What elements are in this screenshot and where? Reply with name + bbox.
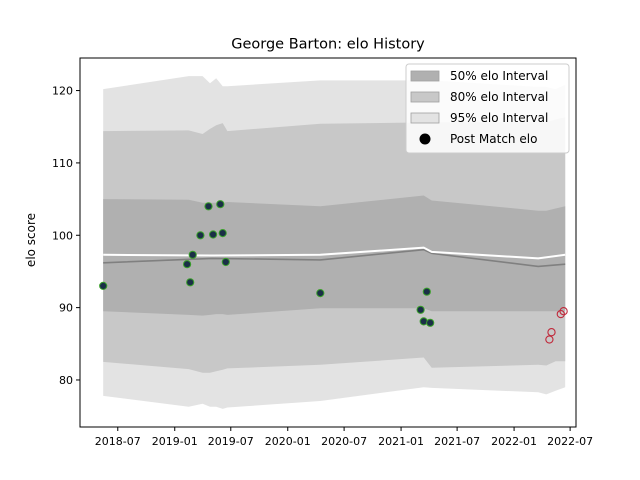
- data-point: [316, 289, 325, 298]
- future-data-point: [556, 309, 565, 319]
- data-point: [209, 230, 218, 239]
- legend-swatch: [410, 112, 440, 124]
- y-tick-label: 80: [59, 374, 73, 387]
- data-point: [99, 281, 108, 290]
- median-line: [103, 246, 566, 260]
- future-data-point: [559, 307, 568, 316]
- mean-line: [103, 248, 566, 268]
- y-tick-label: 110: [52, 157, 73, 170]
- legend-label: 50% elo Interval: [450, 69, 548, 83]
- x-tick-label: 2022-01: [491, 435, 537, 448]
- x-tick-label: 2021-01: [378, 435, 424, 448]
- legend-marker: [419, 133, 431, 145]
- x-tick-label: 2020-07: [321, 435, 367, 448]
- y-tick-label: 90: [59, 302, 73, 315]
- data-point: [186, 278, 195, 287]
- data-point: [216, 200, 225, 209]
- data-point: [416, 305, 425, 314]
- legend-label: 80% elo Interval: [450, 90, 548, 104]
- data-point: [196, 231, 205, 240]
- data-point: [183, 260, 192, 269]
- x-tick-label: 2021-07: [434, 435, 480, 448]
- data-point: [204, 202, 213, 211]
- x-tick-label: 2020-01: [265, 435, 311, 448]
- legend-swatch: [410, 91, 440, 103]
- data-point: [218, 229, 227, 238]
- future-data-point: [547, 328, 556, 337]
- y-tick-label: 120: [52, 85, 73, 98]
- x-tick-label: 2018-07: [95, 435, 141, 448]
- legend-label: 95% elo Interval: [450, 111, 548, 125]
- x-tick-label: 2019-07: [208, 435, 254, 448]
- future-data-point: [545, 335, 554, 344]
- legend-swatch: [410, 70, 440, 82]
- axes-frame: [79, 57, 577, 428]
- y-tick-label: 100: [52, 229, 73, 242]
- band-50-interval: [103, 195, 566, 316]
- data-point: [426, 318, 435, 327]
- data-point: [419, 317, 428, 326]
- legend-box: [405, 63, 570, 154]
- legend-label: Post Match elo: [450, 132, 537, 146]
- chart-title: George Barton: elo History: [231, 37, 425, 53]
- plot-area: 80 90 100 110 120 2018-07 2019-01 2019-07 2020-0…: [52, 57, 593, 448]
- data-point: [221, 257, 230, 267]
- data-point: [188, 250, 197, 259]
- data-point: [422, 287, 431, 296]
- legend: 50% elo Interval 80% elo Interval 95% elo …: [405, 63, 570, 154]
- x-tick-label: 2022-07: [547, 435, 593, 448]
- y-axis-label: elo score: [24, 213, 38, 267]
- x-tick-label: 2019-01: [152, 435, 198, 448]
